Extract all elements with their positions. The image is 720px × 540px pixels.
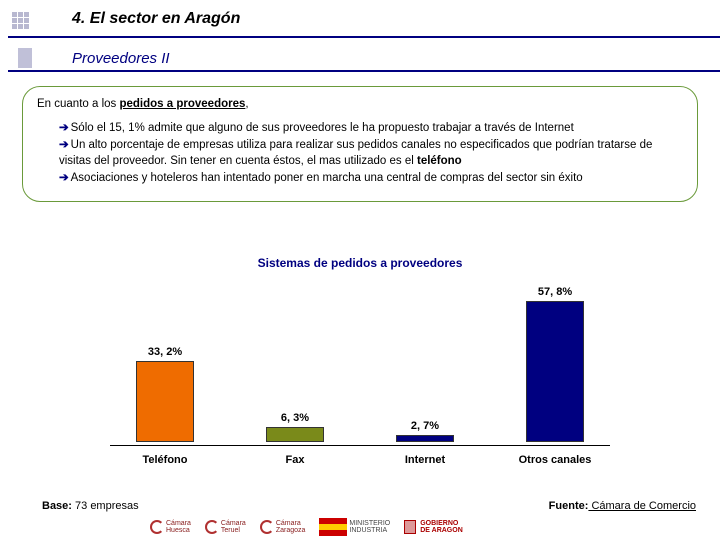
subtitle-underline [8, 70, 720, 72]
bar-value-label: 2, 7% [411, 420, 439, 432]
logo-strip: CámaraHuesca CámaraTeruel CámaraZaragoza… [150, 518, 463, 536]
source-note: Fuente: Cámara de Comercio [549, 500, 696, 512]
arrow-icon: ➔ [59, 139, 69, 151]
bar-column: 2, 7% [370, 420, 480, 442]
info-point: ➔Asociaciones y hoteleros han intentado … [59, 171, 683, 187]
bar-chart: 33, 2% 6, 3% 2, 7% 57, 8% Teléfono Fax Intern… [110, 282, 610, 466]
bar-value-label: 57, 8% [538, 286, 572, 298]
decorative-block [18, 48, 32, 68]
base-note: Base: 73 empresas [42, 500, 139, 512]
category-label: Fax [240, 454, 350, 466]
category-label: Otros canales [500, 454, 610, 466]
category-label: Teléfono [110, 454, 220, 466]
bar-column: 57, 8% [500, 286, 610, 442]
bar-column: 6, 3% [240, 412, 350, 442]
camara-teruel-logo: CámaraTeruel [205, 518, 246, 536]
bar-value-label: 33, 2% [148, 346, 182, 358]
decorative-squares [12, 12, 34, 29]
camara-zaragoza-logo: CámaraZaragoza [260, 518, 306, 536]
category-label: Internet [370, 454, 480, 466]
info-lead: En cuanto a los pedidos a proveedores, [37, 97, 683, 113]
x-axis [110, 445, 610, 446]
arrow-icon: ➔ [59, 172, 69, 184]
bar [266, 427, 324, 442]
bar-column: 33, 2% [110, 346, 220, 442]
camara-huesca-logo: CámaraHuesca [150, 518, 191, 536]
bar-value-label: 6, 3% [281, 412, 309, 424]
arrow-icon: ➔ [59, 122, 69, 134]
bar [136, 361, 194, 442]
section-subtitle: Proveedores II [72, 50, 170, 67]
ministerio-logo: MINISTERIOINDUSTRIA [319, 518, 390, 536]
gobierno-aragon-logo: GOBIERNODE ARAGON [404, 520, 463, 534]
info-point: ➔Un alto porcentaje de empresas utiliza … [59, 138, 683, 169]
bar [526, 301, 584, 442]
info-point: ➔Sólo el 15, 1% admite que alguno de sus… [59, 121, 683, 137]
info-box: En cuanto a los pedidos a proveedores, ➔… [22, 86, 698, 202]
title-underline [8, 36, 720, 38]
bar [396, 435, 454, 442]
chart-title: Sistemas de pedidos a proveedores [0, 256, 720, 270]
section-title: 4. El sector en Aragón [72, 10, 240, 28]
